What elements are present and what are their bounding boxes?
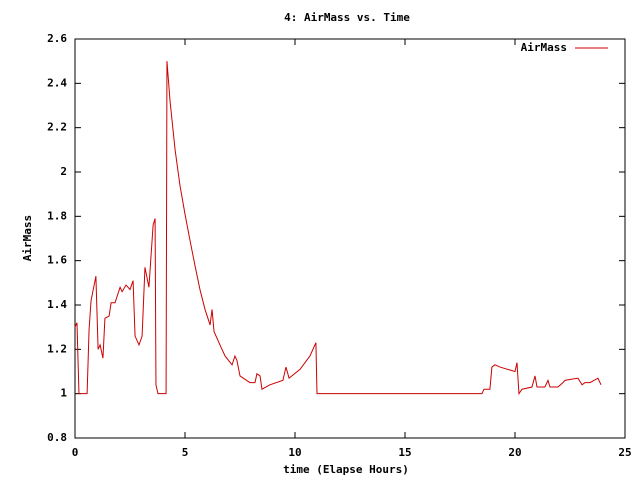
data-line (74, 61, 602, 396)
y-axis-label: AirMass (21, 215, 34, 261)
y-tick-label: 2.6 (47, 32, 67, 45)
x-axis-label: time (Elapse Hours) (283, 463, 409, 476)
y-tick-label: 2 (60, 165, 67, 178)
x-tick-label: 15 (398, 446, 411, 459)
y-tick-label: 1.4 (47, 298, 67, 311)
plot-border (74, 38, 626, 439)
x-tick-label: 0 (72, 446, 79, 459)
y-tick-label: 1.6 (47, 254, 67, 267)
y-tick-label: 1.8 (47, 209, 67, 222)
y-tick-label: 2.2 (47, 121, 67, 134)
legend-label: AirMass (521, 41, 567, 54)
x-tick-label: 20 (508, 446, 521, 459)
y-tick-label: 0.8 (47, 431, 67, 444)
x-tick-label: 10 (288, 446, 301, 459)
y-tick-label: 2.4 (47, 76, 67, 89)
chart-title: 4: AirMass vs. Time (284, 11, 410, 24)
x-tick-label: 25 (618, 446, 631, 459)
y-tick-label: 1.2 (47, 342, 67, 355)
y-tick-label: 1 (60, 387, 67, 400)
x-tick-label: 5 (182, 446, 189, 459)
